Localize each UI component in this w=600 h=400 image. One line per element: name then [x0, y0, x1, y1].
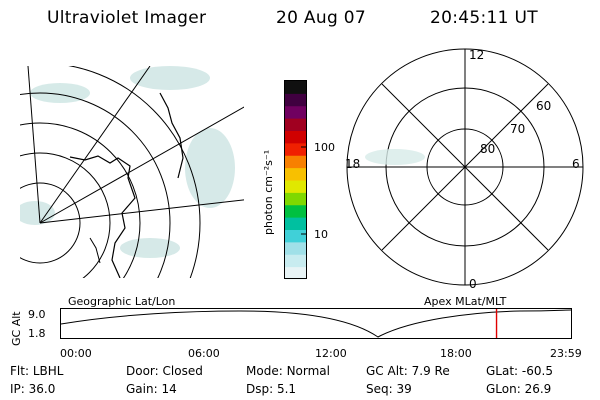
glat-label: GLat:	[486, 364, 519, 378]
dsp-label: Dsp:	[246, 382, 274, 396]
x-tick-1: 06:00	[188, 347, 220, 360]
aurora-speckle	[20, 66, 235, 258]
gc-alt-axis-title: GC Alt	[10, 311, 23, 346]
instrument-title: Ultraviolet Imager	[47, 8, 207, 28]
x-tick-3: 18:00	[440, 347, 472, 360]
seq-label: Seq:	[366, 382, 393, 396]
mlt-label-12: 12	[469, 48, 484, 62]
door-value: Closed	[162, 364, 203, 378]
mlt-label-6: 6	[572, 157, 580, 171]
geographic-caption: Geographic Lat/Lon	[68, 295, 176, 308]
mode-value: Normal	[286, 364, 330, 378]
colorbar-band	[285, 266, 306, 280]
time-label: 20:45:11 UT	[430, 8, 538, 28]
colorbar-band	[285, 93, 306, 107]
seq-value: 39	[396, 382, 412, 396]
colorbar	[284, 80, 307, 280]
mode-info: Mode: Normal	[246, 364, 330, 378]
gcalt-info: GC Alt: 7.9 Re	[366, 364, 450, 378]
glat-info: GLat: -60.5	[486, 364, 553, 378]
mlt-label-18: 18	[345, 157, 360, 171]
glat-value: -60.5	[521, 364, 553, 378]
dsp-value: 5.1	[276, 382, 297, 396]
ip-label: IP:	[10, 382, 25, 396]
gain-info: Gain: 14	[126, 382, 177, 396]
x-tick-0: 00:00	[60, 347, 92, 360]
colorbar-band	[285, 155, 306, 169]
colorbar-band	[285, 217, 306, 230]
door-label: Door:	[126, 364, 159, 378]
colorbar-band	[285, 142, 306, 156]
date-label: 20 Aug 07	[276, 8, 366, 28]
x-tick-2: 12:00	[315, 347, 347, 360]
mlat-ring-60: 60	[536, 99, 551, 113]
colorbar-band	[285, 130, 306, 144]
x-tick-4: 23:59	[550, 347, 582, 360]
colorbar-band	[285, 180, 306, 193]
colorbar-band	[285, 167, 306, 181]
mlt-label-0: 0	[469, 277, 477, 291]
altitude-strip	[60, 308, 572, 339]
gain-value: 14	[161, 382, 177, 396]
glon-value: 26.9	[524, 382, 552, 396]
door-info: Door: Closed	[126, 364, 203, 378]
filter-info: Flt: LBHL	[10, 364, 63, 378]
colorbar-band	[285, 118, 306, 131]
polar-mlt-plot: 12 0 18 6 60 70 80	[345, 48, 584, 291]
colorbar-band	[285, 241, 306, 255]
apex-caption: Apex MLat/MLT	[424, 295, 507, 308]
glon-info: GLon: 26.9	[486, 382, 551, 396]
colorbar-band	[285, 204, 306, 218]
gain-label: Gain:	[126, 382, 158, 396]
colorbar-unit-label: photon cm⁻²s⁻¹	[262, 149, 275, 235]
dsp-info: Dsp: 5.1	[246, 382, 296, 396]
seq-info: Seq: 39	[366, 382, 412, 396]
aurora-speckle	[365, 149, 425, 165]
colorbar-band	[285, 105, 306, 119]
mlat-ring-80: 80	[480, 142, 495, 156]
colorbar-band	[285, 229, 306, 243]
glon-label: GLon:	[486, 382, 521, 396]
alt-ymin: 1.8	[28, 327, 46, 340]
colorbar-tick-100: 100	[314, 141, 335, 154]
colorbar-band	[285, 254, 306, 268]
gcalt-value: 7.9 Re	[411, 364, 450, 378]
filter-label: Flt:	[10, 364, 29, 378]
alt-ymax: 9.0	[28, 308, 46, 321]
mlat-ring-70: 70	[510, 122, 525, 136]
colorbar-band	[285, 81, 306, 94]
filter-value: LBHL	[32, 364, 64, 378]
ip-value: 36.0	[28, 382, 56, 396]
colorbar-tick-10: 10	[314, 228, 328, 241]
colorbar-band	[285, 192, 306, 206]
mode-label: Mode:	[246, 364, 283, 378]
ip-info: IP: 36.0	[10, 382, 55, 396]
geographic-map	[20, 66, 244, 278]
gcalt-label: GC Alt:	[366, 364, 408, 378]
